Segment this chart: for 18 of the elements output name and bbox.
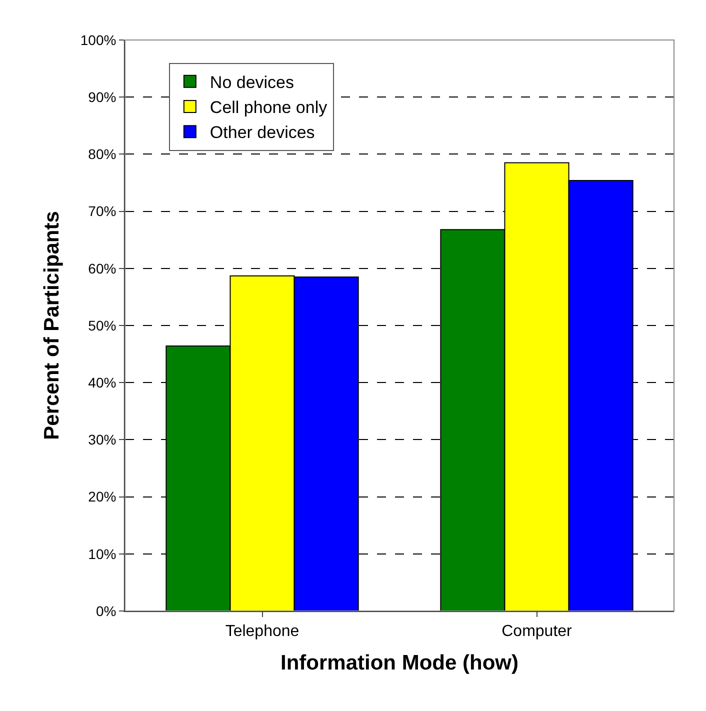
y-tick-label: 30%: [88, 432, 116, 448]
legend-label: No devices: [210, 73, 294, 92]
legend-label: Other devices: [210, 123, 315, 142]
x-tick-label: Telephone: [225, 623, 300, 640]
y-tick-label: 90%: [88, 89, 116, 105]
y-tick-label: 20%: [88, 488, 116, 505]
x-axis-title: Information Mode (how): [280, 651, 518, 674]
y-tick-label: 70%: [88, 203, 116, 220]
legend-label: Cell phone only: [210, 98, 328, 118]
x-tick-label: Computer: [502, 623, 573, 640]
y-tick-label: 100%: [80, 32, 116, 48]
y-tick-label: 60%: [88, 260, 116, 276]
y-tick-label: 50%: [88, 317, 116, 334]
y-axis-title: Percent of Participants: [40, 211, 64, 440]
y-tick-label: 0%: [96, 602, 116, 619]
y-tick-label: 40%: [88, 374, 116, 390]
y-tick-label: 80%: [88, 146, 116, 162]
y-tick-label: 10%: [88, 546, 116, 562]
